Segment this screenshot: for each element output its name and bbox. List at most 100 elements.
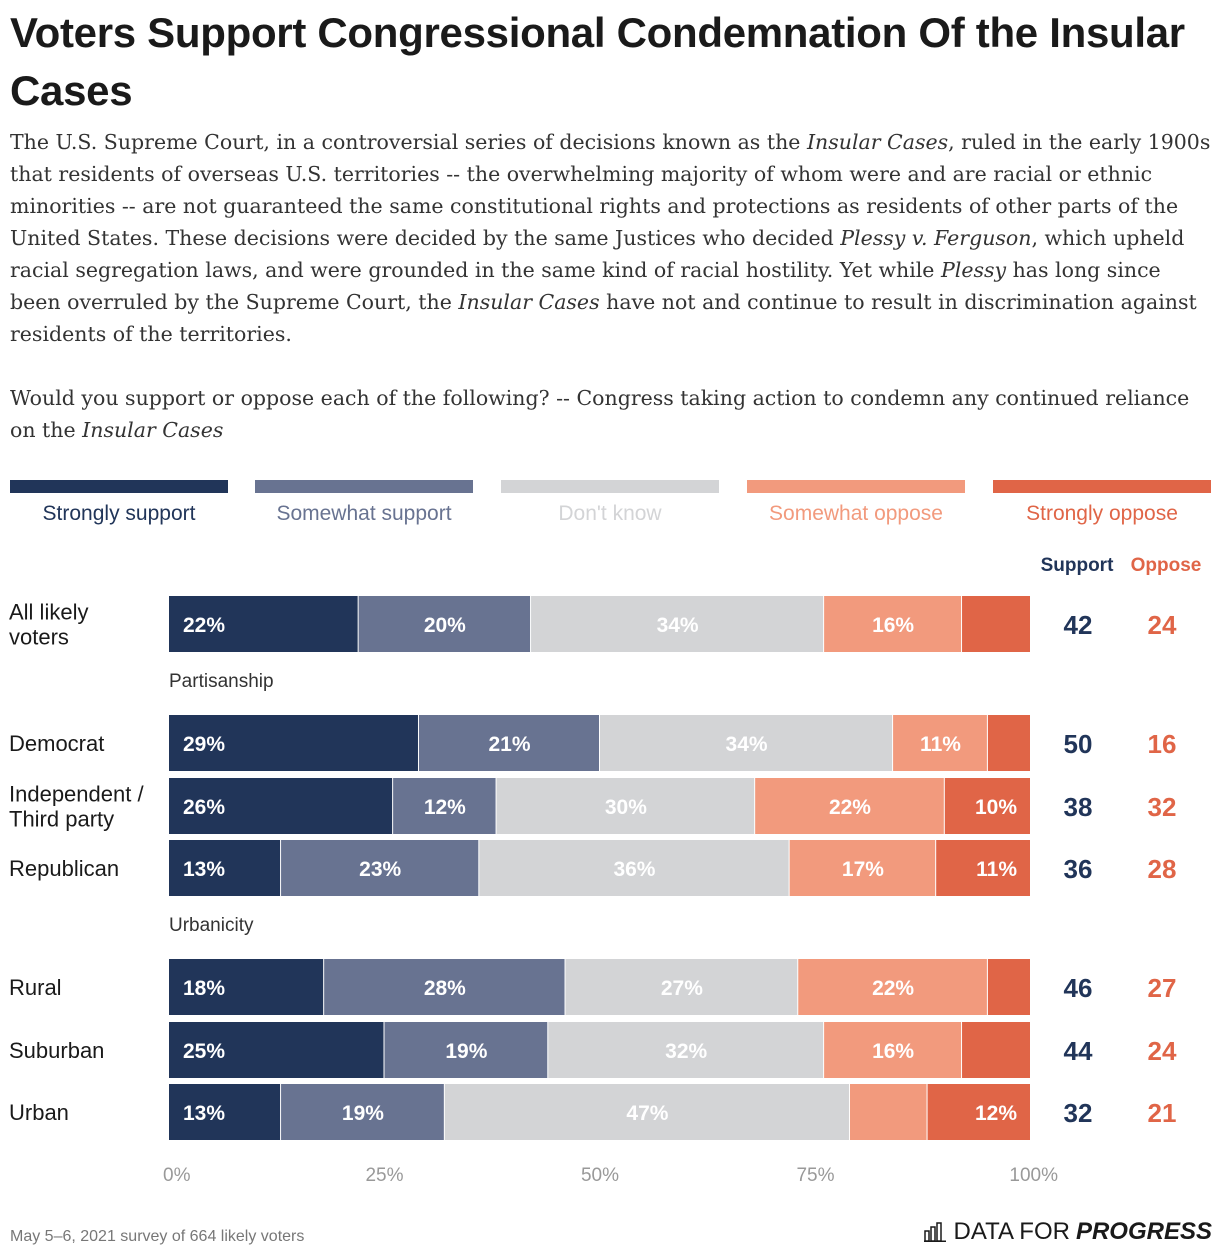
brand-name-bold: PROGRESS — [1075, 1218, 1212, 1245]
footer-source: May 5–6, 2021 survey of 664 likely voter… — [10, 1228, 305, 1245]
bar-segment — [987, 715, 1030, 771]
bar-segment — [987, 959, 1030, 1015]
row-label: Independent / — [9, 782, 144, 807]
bar-segment — [565, 959, 798, 1015]
bar-segment — [169, 596, 358, 652]
bar-data-label: 27% — [661, 977, 703, 1000]
x-axis-tick-label: 50% — [581, 1165, 619, 1186]
bar-segment — [600, 715, 893, 771]
brand-logo: DATA FOR PROGRESS — [923, 1218, 1212, 1246]
bar-data-label: 12% — [975, 1102, 1017, 1125]
bar-segment — [789, 840, 936, 896]
support-total: 44 — [1064, 1036, 1093, 1066]
bar-data-label: 20% — [424, 614, 466, 637]
support-total: 38 — [1064, 792, 1093, 822]
oppose-total: 16 — [1148, 729, 1177, 759]
legend-item: Strongly support — [10, 480, 228, 526]
legend-item: Somewhat oppose — [747, 480, 965, 526]
bar-segment — [927, 1084, 1030, 1140]
bar-data-label: 19% — [342, 1102, 384, 1125]
bar-data-label: 36% — [613, 858, 655, 881]
legend-item: Somewhat support — [255, 480, 473, 526]
bar-data-label: 13% — [183, 858, 225, 881]
legend-label: Strongly support — [42, 502, 196, 525]
bar-data-label: 21% — [488, 733, 530, 756]
brand-name-light: DATA FOR — [953, 1218, 1070, 1245]
support-total: 42 — [1064, 610, 1093, 640]
oppose-total: 24 — [1148, 1036, 1177, 1066]
bar-segment — [944, 778, 1030, 834]
support-column-header: Support — [1041, 555, 1114, 576]
bar-segment — [824, 596, 962, 652]
bar-segment — [169, 959, 324, 1015]
support-total: 50 — [1064, 729, 1093, 759]
bar-segment — [169, 715, 418, 771]
intro_parts-segment: has long since been overruled by the Sup… — [10, 258, 1161, 314]
bar-data-label: 26% — [183, 796, 225, 819]
bar-data-label: 30% — [605, 796, 647, 819]
bar-segment — [962, 1022, 1030, 1078]
chart-intro-text: The U.S. Supreme Court, in a controversi… — [10, 126, 1215, 350]
bar-data-label: 23% — [359, 858, 401, 881]
x-axis-tick-label: 0% — [163, 1165, 191, 1186]
x-axis-tick-label: 75% — [796, 1165, 834, 1186]
row-label: Suburban — [9, 1038, 104, 1063]
bar-data-label: 10% — [975, 796, 1017, 819]
question_parts-segment: Would you support or oppose each of the … — [10, 386, 1190, 442]
row-label: Republican — [9, 856, 119, 881]
bar-data-label: 28% — [424, 977, 466, 1000]
bar-segment — [384, 1022, 548, 1078]
bar-segment — [169, 778, 393, 834]
bar-data-label: 25% — [183, 1040, 225, 1063]
row-label: All likely — [9, 600, 88, 625]
legend-swatch — [255, 480, 473, 493]
bar-data-label: 22% — [183, 614, 225, 637]
intro_parts-segment: Insular Cases — [806, 130, 949, 154]
oppose-total: 32 — [1148, 792, 1177, 822]
bar-data-label: 11% — [976, 858, 1017, 881]
bar-segment — [496, 778, 755, 834]
bar-segment — [418, 715, 599, 771]
intro_parts-segment: Plessy v. Ferguson — [840, 226, 1032, 250]
bar-segment — [324, 959, 565, 1015]
intro_parts-segment: Insular Cases — [458, 290, 600, 314]
row-label: Third party — [9, 807, 114, 832]
bar-segment — [824, 1022, 962, 1078]
bar-segment — [849, 1084, 927, 1140]
group-header: Urbanicity — [169, 915, 254, 936]
bar-data-label: 34% — [657, 614, 699, 637]
support-total: 32 — [1064, 1098, 1093, 1128]
bar-segment — [281, 840, 479, 896]
question_parts-segment: Insular Cases — [82, 418, 224, 442]
bar-data-label: 47% — [626, 1102, 668, 1125]
legend-swatch — [10, 480, 228, 493]
bar-data-label: 32% — [665, 1040, 707, 1063]
group-header: Partisanship — [169, 671, 274, 692]
bar-data-label: 18% — [183, 977, 225, 1000]
bar-data-label: 22% — [829, 796, 871, 819]
bar-segment — [548, 1022, 824, 1078]
bar-data-label: 16% — [872, 1040, 914, 1063]
survey-question: Would you support or oppose each of the … — [10, 382, 1210, 446]
bar-segment — [169, 840, 281, 896]
legend-swatch — [501, 480, 719, 493]
intro_parts-segment: Plessy — [940, 258, 1007, 282]
bar-data-label: 19% — [445, 1040, 487, 1063]
bar-segment — [962, 596, 1030, 652]
bar-segment — [479, 840, 789, 896]
row-label: Urban — [9, 1100, 69, 1125]
bar-segment — [281, 1084, 444, 1140]
legend-label: Don't know — [558, 502, 662, 525]
bar-segment — [444, 1084, 849, 1140]
bar-segment — [393, 778, 496, 834]
support-total: 46 — [1064, 973, 1093, 1003]
support-total: 36 — [1064, 854, 1093, 884]
bar-segment — [531, 596, 824, 652]
intro_parts-segment: have not and continue to result in discr… — [10, 290, 1197, 346]
bar-segment — [755, 778, 944, 834]
intro_parts-segment: , which upheld racial segregation laws, … — [10, 226, 1185, 282]
x-axis-tick-label: 100% — [1009, 1165, 1058, 1186]
row-label: voters — [9, 625, 69, 650]
row-label: Rural — [9, 975, 62, 1000]
bar-segment — [358, 596, 531, 652]
